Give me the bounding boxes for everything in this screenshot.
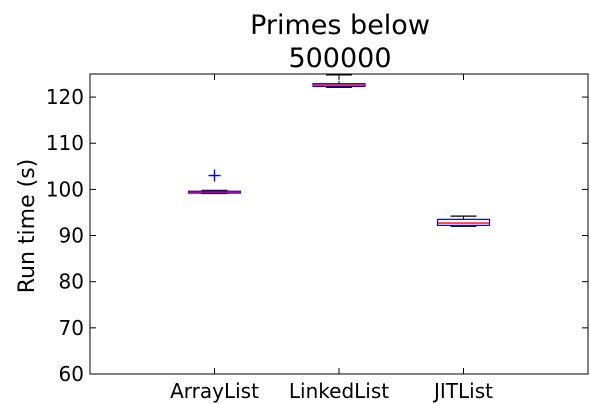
y-axis-label: Run time (s) [15, 159, 40, 294]
chart-title-line-2: 500000 [288, 43, 391, 74]
chart-title-line-1: Primes below [250, 10, 430, 41]
x-tick-label-ArrayList: ArrayList [170, 379, 259, 403]
plot-area: 60 70 80 90 100 110 120 ArrayList LinkedList JITL… [46, 73, 589, 403]
y-tick-label-6: 120 [46, 85, 84, 109]
x-tick-label-JITList: JITList [432, 379, 493, 403]
y-tick-label-2: 80 [59, 270, 84, 294]
outlier-ArrayList-0 [208, 169, 221, 182]
box-group-ArrayList [187, 169, 242, 195]
box-group-LinkedList [312, 74, 366, 88]
axes-frame [89, 73, 589, 375]
x-tick-label-LinkedList: LinkedList [289, 379, 389, 403]
y-tick-label-1: 70 [59, 316, 84, 340]
y-tick-label-4: 100 [46, 177, 84, 201]
box-group-JITList [436, 215, 491, 227]
y-tick-label-3: 90 [59, 224, 84, 248]
y-tick-label-0: 60 [59, 362, 84, 386]
y-tick-label-5: 110 [46, 131, 84, 155]
